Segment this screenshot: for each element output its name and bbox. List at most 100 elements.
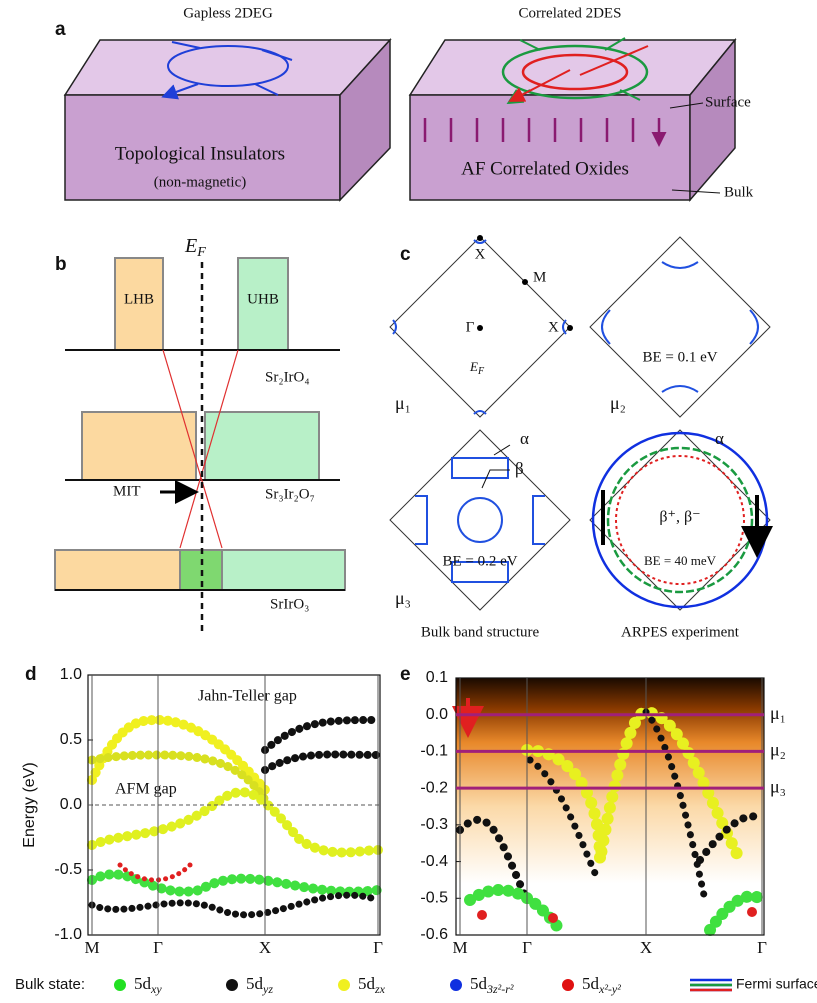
plot-d xyxy=(87,714,383,919)
dot xyxy=(548,913,558,923)
point-label: M xyxy=(533,269,546,285)
band-box xyxy=(81,411,197,481)
title: Gapless 2DEG xyxy=(183,5,273,21)
label: α xyxy=(520,429,529,448)
bz xyxy=(389,429,571,611)
y-tick-label: -0.2 xyxy=(420,779,448,796)
leader xyxy=(669,102,721,194)
fermi-surface xyxy=(601,261,759,393)
plot-e xyxy=(452,698,768,936)
spin-arrows xyxy=(510,37,641,102)
x-tick-label: Γ xyxy=(522,938,532,957)
panel-label: d xyxy=(25,664,37,685)
box-front xyxy=(409,94,691,201)
fermi-surface xyxy=(415,457,545,583)
fermi-surface xyxy=(606,446,754,594)
band-box xyxy=(237,257,289,351)
bz xyxy=(389,236,571,418)
ef-label: EF xyxy=(184,235,206,261)
band xyxy=(521,706,746,866)
label: β⁺, β⁻ xyxy=(659,509,700,526)
y-tick-label: -0.1 xyxy=(420,743,448,760)
leader xyxy=(481,444,511,489)
label: Surface xyxy=(705,94,751,110)
level-label: μ₁ xyxy=(770,703,786,723)
band xyxy=(456,812,766,904)
legend-swatch xyxy=(226,979,238,991)
legend-label: Fermi surfaces (exp.) xyxy=(736,976,817,992)
band xyxy=(261,750,382,774)
ef: E xyxy=(184,235,197,257)
box-side xyxy=(339,38,391,202)
ef: E xyxy=(469,359,478,374)
y-tick-label: -0.5 xyxy=(420,890,448,907)
legend-main: 5d xyxy=(358,974,376,993)
legend-label: 5dyz xyxy=(246,974,273,996)
band xyxy=(87,750,270,805)
be: BE = 40 meV xyxy=(644,553,717,568)
legend-swatch xyxy=(450,979,462,991)
dot xyxy=(477,910,487,920)
fermi-surface xyxy=(591,431,769,609)
text: AF Correlated Oxides xyxy=(461,158,629,179)
caption: Bulk band structure xyxy=(421,624,540,640)
legend-title: Bulk state: xyxy=(15,976,85,993)
text: (non-magnetic) xyxy=(154,174,246,190)
caption: ARPES experiment xyxy=(621,624,740,640)
text: Topological Insulators xyxy=(115,143,285,164)
label: LHB xyxy=(124,291,154,307)
legend-main: 5d xyxy=(582,974,600,993)
panel-label: c xyxy=(400,244,411,265)
box-side xyxy=(689,37,736,203)
x-tick-label: Γ xyxy=(757,938,767,957)
compound: SrIrO₃ xyxy=(270,596,309,612)
legend-sub: zx xyxy=(374,982,386,996)
label: MIT xyxy=(113,483,141,499)
x-tick-label: Γ xyxy=(153,938,163,957)
legend-label: 5d3z²-r² xyxy=(470,974,514,996)
annotation: AFM gap xyxy=(115,781,177,798)
panel-label: e xyxy=(400,664,411,685)
band xyxy=(526,708,709,904)
band xyxy=(261,716,382,754)
x-tick-label: M xyxy=(452,938,467,957)
band xyxy=(117,862,193,883)
y-tick-label: -0.6 xyxy=(420,926,448,943)
mu: μ₂ xyxy=(610,393,626,413)
arrows xyxy=(601,490,757,550)
band xyxy=(87,869,383,897)
x-tick-label: M xyxy=(84,938,99,957)
y-tick-label: -0.5 xyxy=(54,861,82,878)
panel-label: b xyxy=(55,254,67,275)
level-label: μ₂ xyxy=(770,740,786,760)
spin-arrows xyxy=(165,41,293,96)
mu: μ₁ xyxy=(395,393,411,413)
panel-label: a xyxy=(55,19,66,40)
y-tick-label: 0.0 xyxy=(426,706,448,723)
point-label: X xyxy=(548,319,559,335)
compound: Sr₃Ir₂O₇ xyxy=(265,486,315,502)
band-box xyxy=(221,549,346,591)
label: α xyxy=(715,429,724,448)
ellipse xyxy=(501,44,649,100)
frame xyxy=(455,677,765,936)
point xyxy=(477,235,483,241)
mu: μ₃ xyxy=(395,588,411,608)
be: BE = 0.2 eV xyxy=(442,553,517,569)
spin-arrows xyxy=(512,45,649,100)
legend-sub: x²-y² xyxy=(598,982,621,996)
x-tick-label: X xyxy=(259,938,271,957)
crossing xyxy=(162,349,239,549)
box-front xyxy=(64,94,341,201)
y-tick-label: -1.0 xyxy=(54,926,82,943)
label: UHB xyxy=(247,291,279,307)
legend-swatch xyxy=(562,979,574,991)
label: β xyxy=(515,459,524,478)
label: Bulk xyxy=(724,184,754,200)
point xyxy=(567,325,573,331)
ef-sub: F xyxy=(477,366,485,377)
band-box xyxy=(204,411,320,481)
legend-label: 5dx²-y² xyxy=(582,974,621,996)
band-box xyxy=(54,549,181,591)
